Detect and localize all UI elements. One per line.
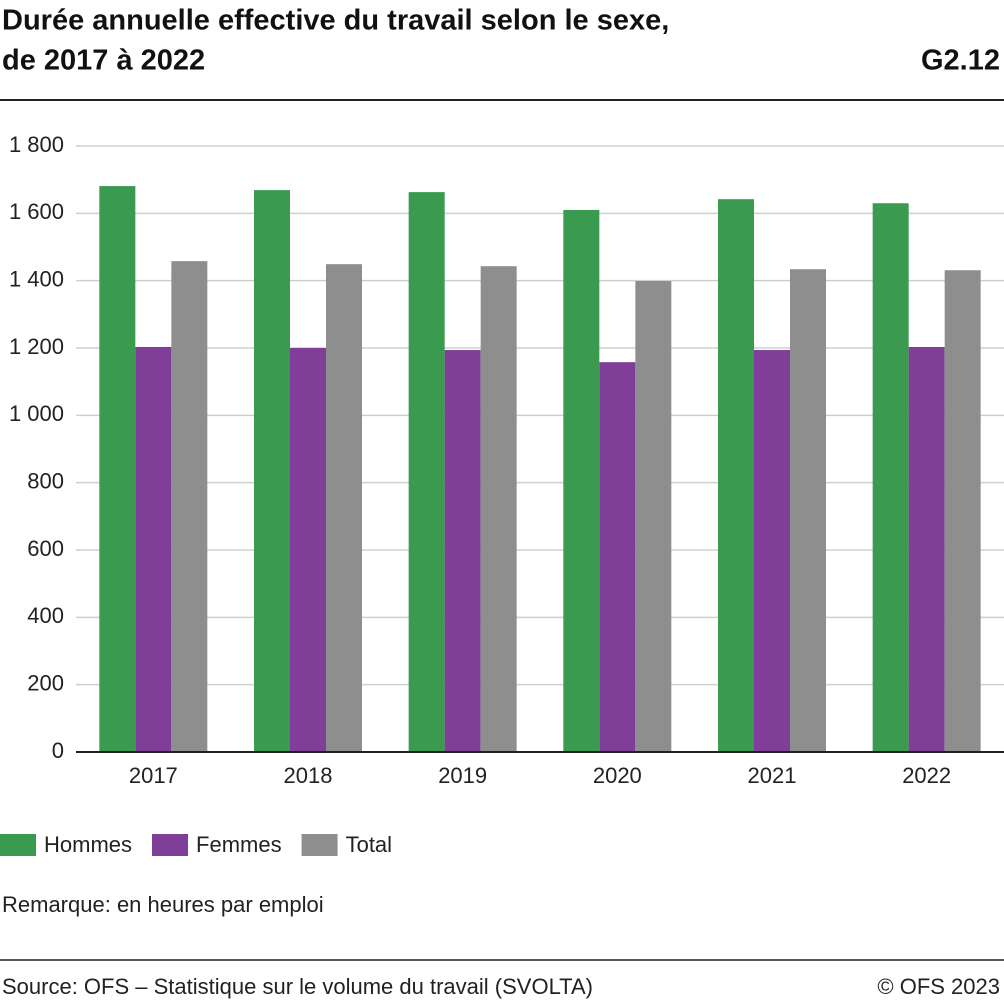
x-tick-label: 2020	[593, 763, 642, 788]
chart-title: Durée annuelle effective du travail selo…	[2, 5, 669, 37]
legend-label: Total	[346, 832, 392, 857]
y-tick-label: 800	[27, 468, 64, 493]
bar	[290, 348, 326, 752]
bar	[171, 261, 208, 752]
bar	[908, 346, 945, 752]
bar	[254, 190, 290, 752]
x-tick-label: 2021	[748, 763, 797, 788]
chart-title: de 2017 à 2022	[2, 45, 205, 77]
y-tick-label: 1 600	[9, 199, 64, 224]
y-tick-label: 1 800	[9, 132, 64, 157]
x-tick-label: 2018	[284, 763, 333, 788]
y-tick-label: 600	[27, 536, 64, 561]
legend-swatch	[0, 834, 36, 856]
chart-id: G2.12	[921, 45, 1000, 77]
bar	[99, 186, 136, 752]
bar	[326, 264, 362, 752]
copyright: © OFS 2023	[877, 974, 1000, 999]
x-tick-label: 2017	[129, 763, 178, 788]
bar	[790, 269, 826, 752]
x-tick-label: 2022	[902, 763, 951, 788]
x-tick-label: 2019	[438, 763, 487, 788]
legend-swatch	[152, 834, 189, 856]
bar	[718, 199, 754, 752]
bar	[480, 266, 517, 752]
bar	[635, 281, 672, 752]
bar	[563, 209, 600, 752]
y-tick-label: 1 200	[9, 334, 64, 359]
y-tick-label: 0	[52, 738, 64, 763]
bar	[944, 270, 981, 752]
bar	[872, 203, 909, 752]
bar	[444, 350, 481, 752]
legend-label: Femmes	[196, 832, 282, 857]
legend-label: Hommes	[44, 832, 132, 857]
source: Source: OFS – Statistique sur le volume …	[2, 974, 593, 999]
bar	[754, 350, 790, 752]
y-tick-label: 400	[27, 603, 64, 628]
bar	[408, 192, 445, 752]
bar	[599, 362, 636, 752]
y-tick-label: 200	[27, 670, 64, 695]
y-tick-label: 1 400	[9, 266, 64, 291]
note: Remarque: en heures par emploi	[2, 892, 324, 917]
y-tick-label: 1 000	[9, 401, 64, 426]
bar	[135, 346, 172, 752]
legend-swatch	[301, 834, 338, 856]
